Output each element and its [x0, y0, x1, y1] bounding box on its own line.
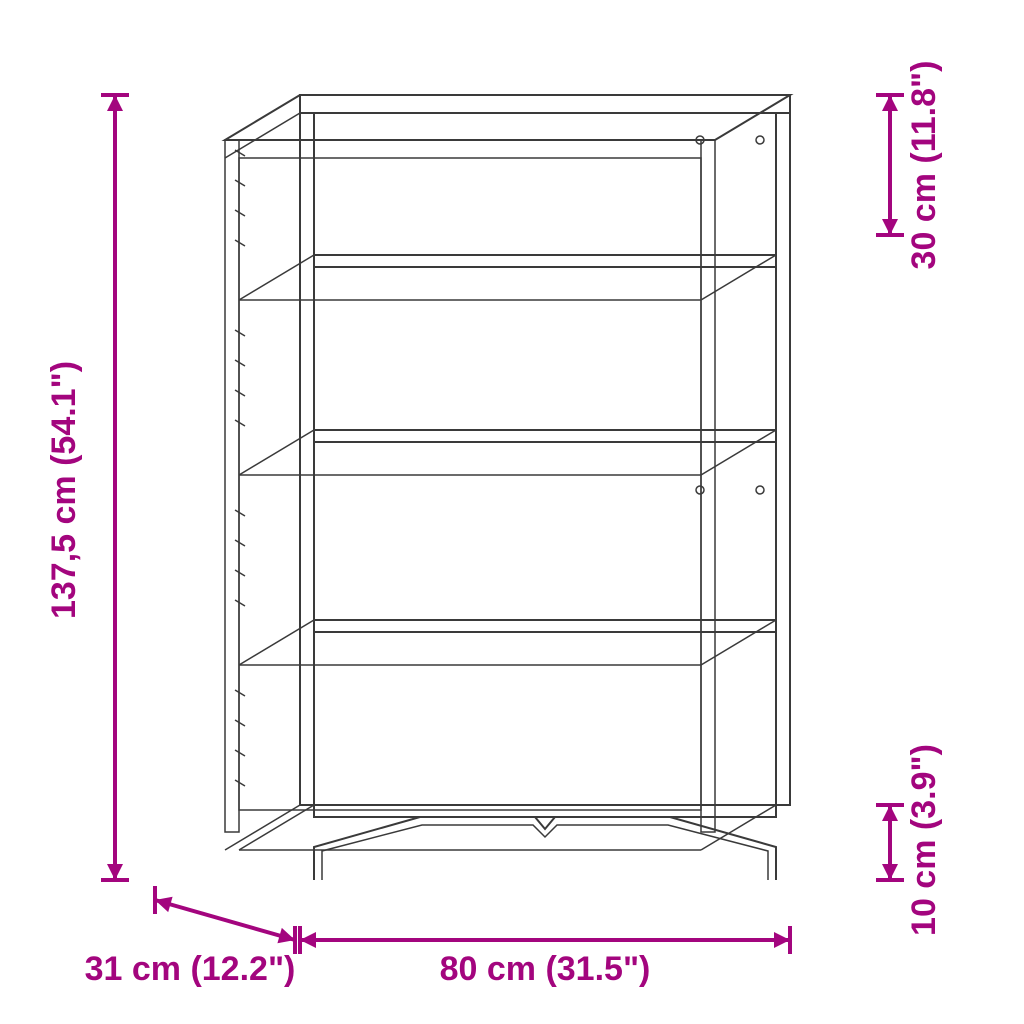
dim-width: 80 cm (31.5")	[440, 950, 651, 988]
dim-shelf_gap: 30 cm (11.8")	[905, 61, 943, 270]
dim-foot_height: 10 cm (3.9")	[905, 744, 943, 936]
dim-height: 137,5 cm (54.1")	[45, 361, 83, 619]
bookshelf-drawing	[225, 95, 790, 880]
dim-depth: 31 cm (12.2")	[85, 950, 296, 988]
